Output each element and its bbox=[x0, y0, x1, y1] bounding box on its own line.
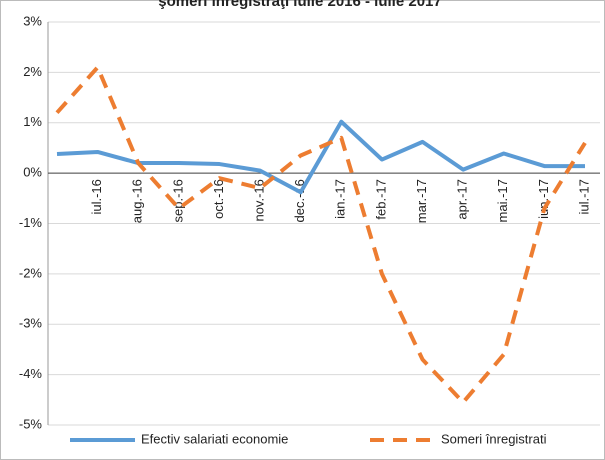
x-tick-label: oct.-16 bbox=[211, 179, 226, 219]
line-series bbox=[55, 65, 587, 405]
x-tick-label: feb.-17 bbox=[373, 179, 388, 219]
y-tick-label: 1% bbox=[23, 114, 42, 129]
legend-label: Efectiv salariati economie bbox=[141, 431, 288, 446]
x-tick-label: apr.-17 bbox=[455, 179, 470, 219]
chart-title: şomeri înregistraţi iulie 2016 - iulie 2… bbox=[158, 0, 441, 10]
line-series bbox=[56, 119, 585, 195]
y-tick-label: 0% bbox=[23, 165, 42, 180]
y-tick-label: -5% bbox=[19, 416, 43, 431]
x-tick-label: mar.-17 bbox=[414, 179, 429, 223]
legend-label: Someri înregistrati bbox=[441, 431, 547, 446]
x-tick-label: ian.-17 bbox=[333, 179, 348, 219]
y-tick-label: -1% bbox=[19, 215, 43, 230]
y-tick-label: -4% bbox=[19, 366, 43, 381]
x-tick-label: iul.-16 bbox=[89, 179, 104, 214]
y-tick-label: 2% bbox=[23, 64, 42, 79]
x-tick-label: sep.-16 bbox=[170, 179, 185, 222]
y-tick-label: -2% bbox=[19, 265, 43, 280]
y-tick-label: -3% bbox=[19, 316, 43, 331]
x-tick-label: iun.-17 bbox=[536, 179, 551, 219]
x-tick-label: aug.-16 bbox=[130, 179, 145, 223]
x-tick-label: nov.-16 bbox=[252, 179, 267, 221]
x-tick-label: mai.-17 bbox=[495, 179, 510, 222]
x-tick-label: iul.-17 bbox=[576, 179, 591, 214]
y-tick-label: 3% bbox=[23, 13, 42, 28]
